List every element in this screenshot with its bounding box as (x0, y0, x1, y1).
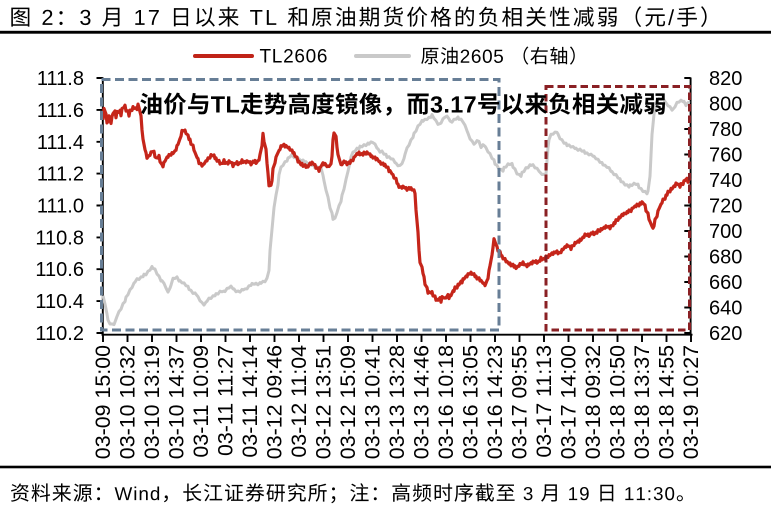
svg-text:110.6: 110.6 (35, 259, 84, 281)
svg-text:03-13 10:41: 03-13 10:41 (361, 345, 385, 459)
svg-text:800: 800 (709, 94, 742, 116)
svg-text:660: 660 (709, 272, 742, 294)
svg-text:03-16 13:05: 03-16 13:05 (459, 345, 483, 459)
svg-text:111.6: 111.6 (37, 100, 84, 122)
svg-text:760: 760 (709, 145, 742, 167)
svg-text:03-12 13:51: 03-12 13:51 (312, 345, 336, 459)
svg-text:03-17 14:00: 03-17 14:00 (557, 345, 581, 459)
svg-text:03-10 14:37: 03-10 14:37 (165, 345, 189, 459)
svg-text:03-10 10:32: 03-10 10:32 (116, 345, 140, 459)
svg-text:03-12 15:09: 03-12 15:09 (336, 345, 360, 459)
svg-text:111.8: 111.8 (37, 68, 84, 90)
svg-text:03-19 10:27: 03-19 10:27 (679, 345, 703, 459)
svg-text:03-18 14:55: 03-18 14:55 (655, 345, 679, 459)
svg-text:03-16 14:23: 03-16 14:23 (483, 345, 507, 459)
svg-text:110.2: 110.2 (35, 323, 84, 345)
svg-text:03-17 11:13: 03-17 11:13 (532, 345, 556, 458)
svg-text:03-13 14:46: 03-13 14:46 (410, 345, 434, 459)
svg-text:03-18 13:37: 03-18 13:37 (630, 345, 654, 459)
svg-text:03-17 09:55: 03-17 09:55 (508, 345, 532, 459)
svg-text:03-12 11:04: 03-12 11:04 (287, 345, 311, 458)
svg-text:110.8: 110.8 (35, 227, 84, 249)
svg-text:111.4: 111.4 (37, 132, 84, 154)
svg-text:03-18 09:32: 03-18 09:32 (581, 345, 605, 459)
svg-text:03-10 13:19: 03-10 13:19 (140, 345, 164, 459)
svg-text:03-11 11:27: 03-11 11:27 (214, 345, 238, 456)
svg-text:03-11 14:14: 03-11 14:14 (238, 345, 262, 458)
svg-text:03-09 15:00: 03-09 15:00 (91, 345, 115, 459)
svg-text:640: 640 (709, 298, 742, 320)
svg-text:680: 680 (709, 247, 742, 269)
svg-text:620: 620 (709, 323, 742, 345)
svg-text:TL2606: TL2606 (260, 47, 329, 68)
svg-text:720: 720 (709, 196, 742, 218)
svg-text:03-12 09:46: 03-12 09:46 (263, 345, 287, 459)
svg-text:820: 820 (709, 68, 742, 90)
svg-text:111.2: 111.2 (37, 164, 84, 186)
svg-text:700: 700 (709, 221, 742, 243)
svg-text:110.4: 110.4 (35, 291, 84, 313)
svg-text:740: 740 (709, 170, 742, 192)
svg-text:03-18 10:50: 03-18 10:50 (606, 345, 630, 459)
svg-text:03-13 13:28: 03-13 13:28 (385, 345, 409, 459)
svg-text:03-16 10:18: 03-16 10:18 (434, 345, 458, 459)
svg-text:111.0: 111.0 (37, 196, 84, 218)
svg-text:780: 780 (709, 119, 742, 141)
svg-text:03-11 10:09: 03-11 10:09 (189, 345, 213, 458)
